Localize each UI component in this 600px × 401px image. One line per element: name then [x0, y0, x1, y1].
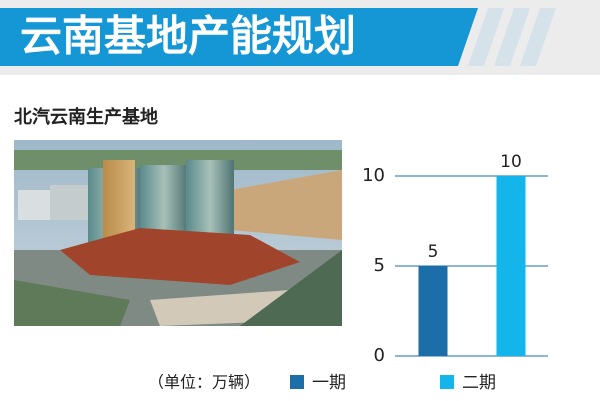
banner-stripe [468, 8, 504, 66]
legend-swatch [290, 375, 304, 389]
chart: （单位：万辆） [148, 373, 260, 392]
data-label: 10 [500, 152, 522, 172]
banner [0, 8, 478, 66]
bar [496, 176, 526, 356]
title: 云南基地产能规划 [20, 12, 356, 61]
legend-label: 二期 [462, 373, 496, 393]
legend-label: 一期 [312, 373, 346, 393]
data-label: 5 [428, 242, 439, 262]
unit-note: （单位：万辆） [148, 373, 260, 392]
y-tick-label: 10 [362, 165, 385, 186]
banner-stripe [494, 8, 530, 66]
photo [14, 140, 342, 326]
legend-swatch [440, 375, 454, 389]
subtitle: 北汽云南生产基地 [14, 106, 158, 128]
y-tick-label: 5 [374, 255, 385, 276]
y-tick-label: 0 [374, 345, 385, 366]
banner-stripe [520, 8, 556, 66]
bar [418, 266, 448, 356]
